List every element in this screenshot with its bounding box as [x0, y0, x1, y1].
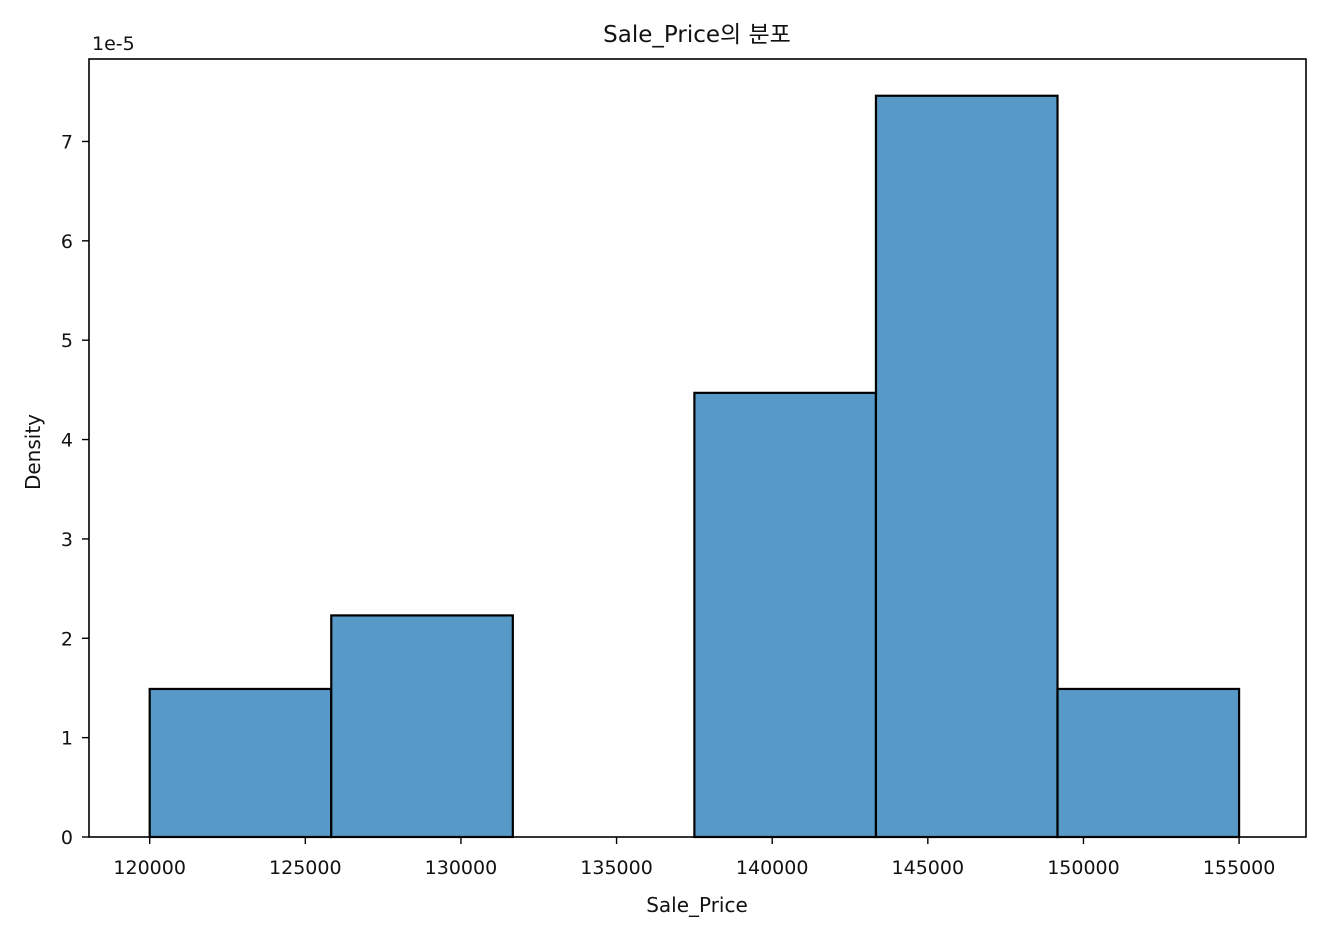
x-tick-label: 130000: [425, 857, 498, 879]
y-tick-label: 4: [61, 430, 73, 452]
x-tick-label: 155000: [1203, 857, 1276, 879]
x-tick-label: 150000: [1047, 857, 1120, 879]
x-axis-label: Sale_Price: [646, 893, 748, 917]
histogram-bar: [148, 687, 333, 839]
chart-title: Sale_Price의 분포: [603, 22, 791, 48]
x-tick-label: 120000: [113, 857, 186, 879]
y-tick-label: 3: [61, 529, 73, 551]
y-axis-label: Density: [21, 414, 45, 490]
histogram-bar: [330, 614, 514, 839]
y-tick-label: 1: [61, 728, 73, 750]
y-ticks: 0 1 2 3 4 5 6 7: [61, 131, 89, 849]
y-offset-label: 1e-5: [92, 33, 135, 55]
x-ticks: 120000 125000 130000 135000 140000 145000 1500…: [113, 837, 1275, 879]
y-tick-label: 0: [61, 827, 73, 849]
histogram-bar: [693, 391, 878, 839]
y-tick-label: 2: [61, 628, 73, 650]
x-tick-label: 125000: [269, 857, 342, 879]
histogram-bar: [1056, 687, 1241, 839]
x-tick-label: 145000: [892, 857, 965, 879]
x-tick-label: 135000: [580, 857, 653, 879]
y-tick-label: 7: [61, 131, 73, 153]
plot-frame: [88, 58, 1307, 838]
x-tick-label: 140000: [736, 857, 809, 879]
y-tick-label: 6: [61, 231, 73, 253]
y-tick-label: 5: [61, 330, 73, 352]
bars-group: [148, 94, 1241, 839]
histogram-bar: [874, 94, 1059, 839]
